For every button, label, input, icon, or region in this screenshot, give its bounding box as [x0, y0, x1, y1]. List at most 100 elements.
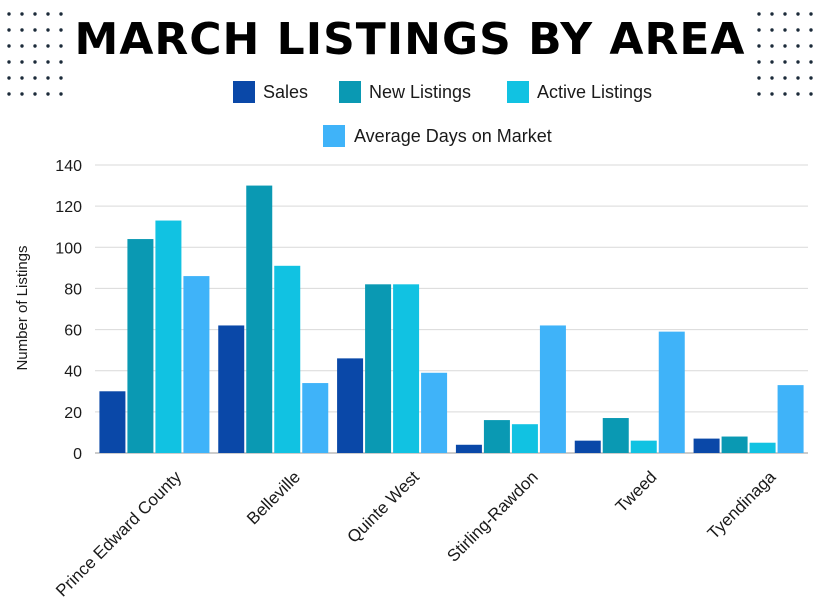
- decor-dot: [46, 28, 50, 32]
- decor-dot: [757, 44, 761, 48]
- decor-dot: [59, 60, 63, 64]
- legend-label-new-listings: New Listings: [369, 82, 471, 102]
- legend-swatch-sales: [233, 81, 255, 103]
- decor-dot: [770, 60, 774, 64]
- y-tick-label: 20: [64, 405, 82, 422]
- decor-dot: [757, 60, 761, 64]
- y-tick-label: 100: [55, 240, 82, 257]
- y-tick-label: 40: [64, 364, 82, 381]
- decor-dot: [809, 92, 813, 96]
- decor-dot: [20, 92, 24, 96]
- bar-sales-prince-edward-county: [99, 391, 126, 453]
- y-tick-label: 140: [55, 158, 82, 175]
- y-tick-label: 0: [73, 446, 82, 463]
- decor-dot: [33, 12, 37, 16]
- decor-dot: [796, 60, 800, 64]
- decor-dot: [783, 28, 787, 32]
- decor-dot: [7, 92, 11, 96]
- bar-average-days-on-market-quinte-west: [421, 372, 448, 453]
- decor-dot: [770, 92, 774, 96]
- x-tick-label: Tweed: [612, 467, 661, 516]
- legend-label-active-listings: Active Listings: [537, 82, 652, 102]
- bar-active-listings-belleville: [274, 265, 301, 453]
- bar-average-days-on-market-tweed: [658, 331, 685, 453]
- bar-sales-stirling-rawdon: [455, 444, 482, 453]
- decor-dot: [796, 12, 800, 16]
- decor-dot: [796, 76, 800, 80]
- legend-swatch-active-listings: [507, 81, 529, 103]
- decor-dot: [20, 44, 24, 48]
- decor-dot: [33, 28, 37, 32]
- decor-dot: [7, 44, 11, 48]
- decor-dot: [59, 12, 63, 16]
- bar-new-listings-tweed: [602, 418, 629, 453]
- x-tick-label: Quinte West: [344, 467, 424, 547]
- y-axis-label: Number of Listings: [14, 245, 31, 370]
- decor-dot: [7, 28, 11, 32]
- bar-new-listings-stirling-rawdon: [483, 420, 510, 453]
- bar-sales-quinte-west: [337, 358, 364, 453]
- decor-dot: [46, 60, 50, 64]
- decor-dot: [46, 76, 50, 80]
- x-tick-label: Stirling-Rawdon: [443, 467, 541, 565]
- decor-dot: [7, 76, 11, 80]
- legend-swatch-average-days-on-market: [323, 125, 345, 147]
- y-tick-label: 120: [55, 199, 82, 216]
- y-tick-label: 60: [64, 323, 82, 340]
- bar-active-listings-tweed: [630, 440, 657, 453]
- decor-dot: [33, 76, 37, 80]
- decor-dot: [783, 92, 787, 96]
- chart-title: MARCH LISTINGS BY AREA: [75, 14, 746, 65]
- decor-dot: [770, 12, 774, 16]
- bar-average-days-on-market-tyendinaga: [777, 385, 804, 453]
- y-tick-label: 80: [64, 281, 82, 298]
- bars: [99, 185, 804, 454]
- decor-dot: [46, 12, 50, 16]
- decor-dot: [20, 12, 24, 16]
- decor-dot: [796, 44, 800, 48]
- decor-dot: [59, 44, 63, 48]
- decor-dot: [796, 28, 800, 32]
- dot-pattern-right: [757, 12, 813, 96]
- decor-dot: [796, 92, 800, 96]
- decor-dot: [33, 60, 37, 64]
- decor-dot: [33, 92, 37, 96]
- decor-dot: [20, 60, 24, 64]
- decor-dot: [20, 28, 24, 32]
- x-tick-label: Prince Edward County: [52, 467, 185, 600]
- bar-average-days-on-market-belleville: [302, 383, 329, 453]
- bar-sales-tyendinaga: [693, 438, 720, 453]
- y-axis-ticks: 0 20 40 60 80 100 120 140: [55, 158, 82, 463]
- decor-dot: [783, 76, 787, 80]
- decor-dot: [809, 60, 813, 64]
- bar-new-listings-prince-edward-county: [127, 239, 154, 453]
- decor-dot: [783, 44, 787, 48]
- decor-dot: [770, 44, 774, 48]
- legend-label-average-days-on-market: Average Days on Market: [354, 126, 552, 146]
- decor-dot: [809, 28, 813, 32]
- decor-dot: [20, 76, 24, 80]
- gridlines: [95, 164, 808, 454]
- decor-dot: [46, 92, 50, 96]
- x-tick-label: Belleville: [243, 467, 304, 528]
- bar-sales-tweed: [574, 440, 601, 453]
- legend-swatch-new-listings: [339, 81, 361, 103]
- x-tick-label: Tyendinaga: [704, 467, 780, 543]
- decor-dot: [59, 92, 63, 96]
- decor-dot: [757, 28, 761, 32]
- bar-new-listings-belleville: [246, 185, 273, 454]
- decor-dot: [809, 76, 813, 80]
- bar-average-days-on-market-prince-edward-county: [183, 276, 210, 453]
- decor-dot: [46, 44, 50, 48]
- x-axis-ticks: Prince Edward County Belleville Quinte Wes…: [52, 467, 780, 600]
- decor-dot: [757, 12, 761, 16]
- legend-label-sales: Sales: [263, 82, 308, 102]
- bar-new-listings-quinte-west: [365, 284, 392, 453]
- decor-dot: [7, 60, 11, 64]
- decor-dot: [809, 44, 813, 48]
- decor-dot: [783, 12, 787, 16]
- decor-dot: [757, 76, 761, 80]
- bar-active-listings-prince-edward-county: [155, 220, 182, 453]
- bar-active-listings-tyendinaga: [749, 442, 776, 453]
- decor-dot: [770, 76, 774, 80]
